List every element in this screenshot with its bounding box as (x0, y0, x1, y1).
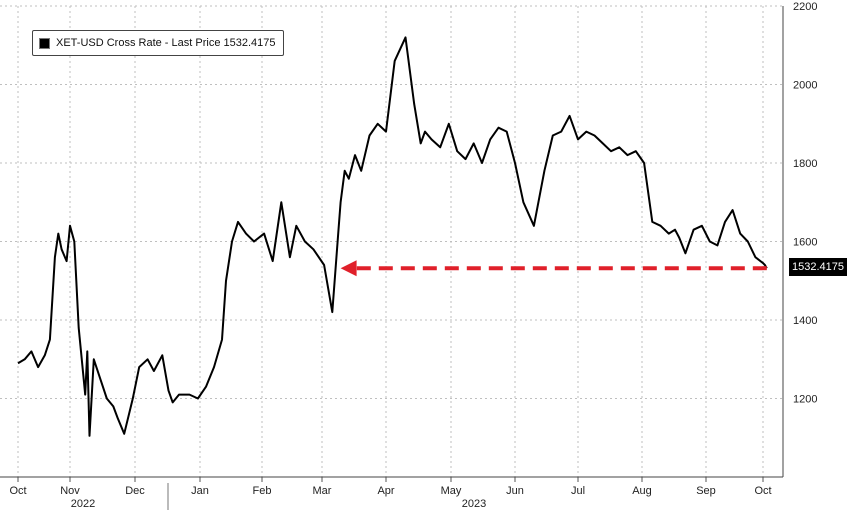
last-price-tag: 1532.4175 (789, 258, 847, 276)
legend: XET-USD Cross Rate - Last Price 1532.417… (32, 30, 285, 56)
x-tick-label: Feb (253, 485, 272, 497)
x-tick-label: Oct (9, 485, 26, 497)
y-tick-label: 1800 (793, 158, 817, 170)
grid (0, 5, 783, 477)
x-tick-label: Apr (377, 485, 394, 497)
x-tick-label: Jan (191, 485, 209, 497)
legend-label: XET-USD Cross Rate - Last Price 1532.417… (56, 37, 276, 49)
x-tick-label: Jun (506, 485, 524, 497)
series-line (17, 36, 768, 437)
x-tick-label: May (441, 485, 462, 497)
y-tick-label: 1600 (793, 237, 817, 249)
y-tick-label: 2200 (793, 1, 817, 13)
x-year-label: 2022 (71, 498, 95, 510)
x-tick-label: Oct (754, 485, 771, 497)
axes: 1200 1400 1600 1800 2000 2200 Oct Nov Dec Jan Feb M… (0, 1, 817, 510)
arrow-head-icon (340, 260, 357, 277)
x-tick-label: Aug (632, 485, 652, 497)
x-tick-label: Dec (125, 485, 145, 497)
annotation-layer (340, 260, 767, 277)
y-tick-label: 2000 (793, 80, 817, 92)
x-tick-label: Mar (313, 485, 332, 497)
series-layer (17, 36, 768, 437)
x-year-label: 2023 (462, 498, 486, 510)
x-tick-label: Jul (571, 485, 585, 497)
x-tick-label: Nov (60, 485, 80, 497)
y-tick-label: 1200 (793, 394, 817, 406)
y-tick-label: 1400 (793, 315, 817, 327)
x-tick-label: Sep (696, 485, 716, 497)
legend-swatch-icon (39, 37, 50, 49)
